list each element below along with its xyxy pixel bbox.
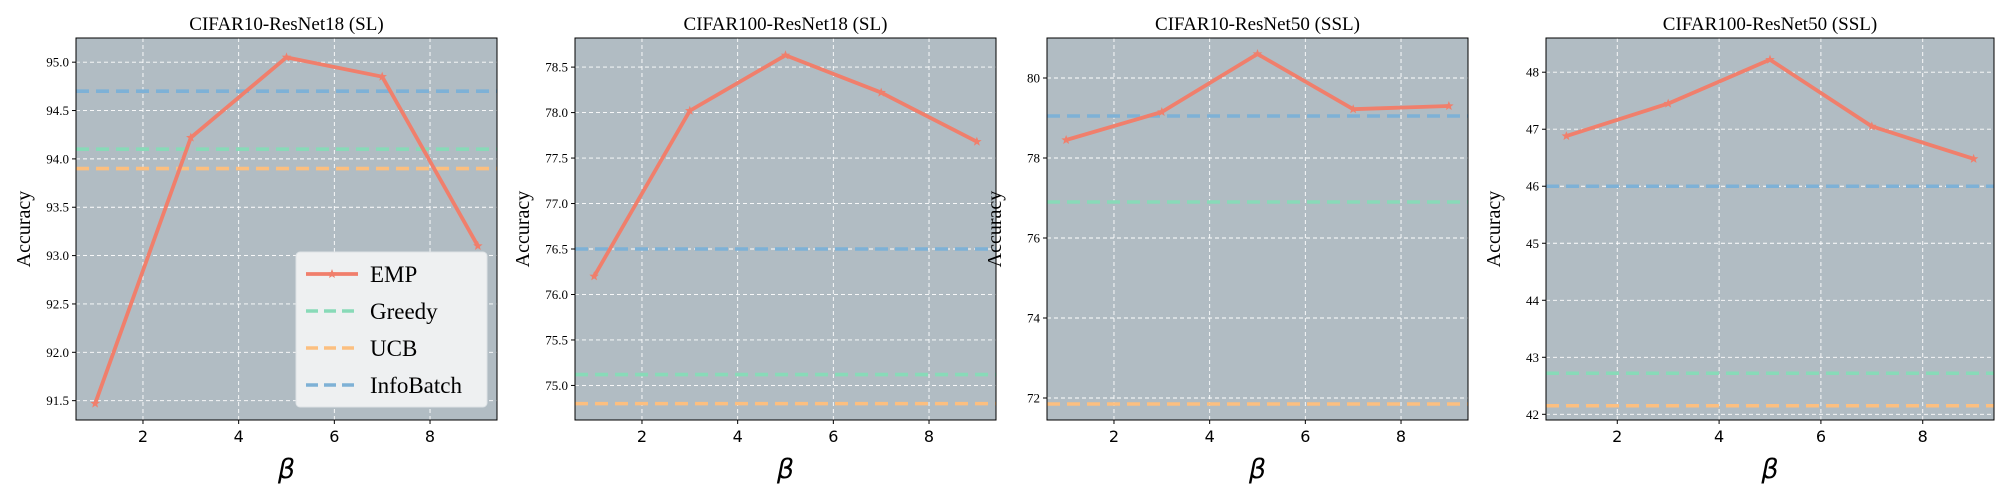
plot-frame bbox=[75, 37, 498, 421]
y-tick-label: 94.0 bbox=[46, 151, 69, 166]
y-tick-label: 77.0 bbox=[545, 196, 568, 211]
x-tick-label: 8 bbox=[1918, 427, 1928, 446]
y-tick-label: 72 bbox=[1027, 391, 1040, 406]
x-tick-label: 2 bbox=[138, 427, 148, 446]
x-tick-label: 6 bbox=[828, 427, 838, 446]
y-tick-label: 92.0 bbox=[46, 345, 69, 360]
legend-label-infobatch: InfoBatch bbox=[370, 373, 462, 398]
y-tick-label: 44 bbox=[1526, 293, 1540, 308]
data-point-emp bbox=[1765, 54, 1775, 64]
x-tick-label: 6 bbox=[1816, 427, 1826, 446]
data-point-emp bbox=[90, 398, 100, 408]
legend-label-emp: EMP bbox=[370, 262, 417, 287]
chart-title: CIFAR10-ResNet18 (SL) bbox=[189, 14, 383, 35]
data-point-emp bbox=[473, 240, 483, 250]
data-point-emp bbox=[281, 52, 292, 62]
data-point-emp bbox=[1444, 101, 1454, 111]
data-point-emp bbox=[876, 87, 886, 97]
y-axis-label: Accuracy bbox=[512, 191, 534, 268]
x-tick-label: 8 bbox=[924, 427, 934, 446]
data-point-emp bbox=[1561, 131, 1572, 141]
x-tick-label: 4 bbox=[1714, 427, 1724, 446]
plot-frame bbox=[574, 37, 997, 421]
x-axis-label: β bbox=[1248, 454, 1266, 485]
x-tick-label: 2 bbox=[1109, 427, 1119, 446]
y-tick-label: 46 bbox=[1526, 179, 1540, 194]
y-tick-label: 76.5 bbox=[545, 242, 568, 257]
chart-title: CIFAR100-ResNet50 (SSL) bbox=[1663, 14, 1877, 35]
data-point-emp bbox=[589, 271, 599, 281]
y-tick-label: 92.5 bbox=[46, 296, 69, 311]
legend-label-greedy: Greedy bbox=[370, 299, 438, 324]
data-point-emp bbox=[1061, 135, 1071, 145]
y-axis-label: Accuracy bbox=[984, 191, 1006, 268]
y-tick-label: 94.5 bbox=[46, 103, 69, 118]
y-tick-label: 78.0 bbox=[545, 105, 568, 120]
y-tick-label: 93.5 bbox=[46, 200, 69, 215]
plot-background bbox=[1546, 38, 1994, 420]
plot-background bbox=[1047, 38, 1468, 420]
x-tick-label: 8 bbox=[1396, 427, 1406, 446]
legend-label-ucb: UCB bbox=[370, 336, 417, 361]
chart-title: CIFAR100-ResNet18 (SL) bbox=[684, 14, 888, 35]
x-tick-label: 2 bbox=[1612, 427, 1622, 446]
y-tick-label: 74 bbox=[1027, 311, 1041, 326]
y-tick-label: 95.0 bbox=[46, 55, 69, 70]
plot-frame bbox=[1545, 37, 1995, 421]
data-point-emp bbox=[1663, 98, 1673, 108]
plot-background bbox=[575, 38, 996, 420]
y-tick-label: 42 bbox=[1526, 407, 1539, 422]
y-tick-label: 91.5 bbox=[46, 393, 69, 408]
x-tick-label: 6 bbox=[1300, 427, 1310, 446]
y-tick-label: 47 bbox=[1526, 122, 1540, 137]
y-tick-label: 75.0 bbox=[545, 378, 568, 393]
y-axis-label: Accuracy bbox=[13, 191, 35, 268]
data-point-emp bbox=[1157, 107, 1167, 117]
y-tick-label: 76.0 bbox=[545, 287, 568, 302]
y-tick-label: 76 bbox=[1027, 231, 1041, 246]
y-tick-label: 93.0 bbox=[46, 248, 69, 263]
data-point-emp bbox=[377, 71, 387, 81]
data-point-emp bbox=[1867, 121, 1877, 131]
y-tick-label: 45 bbox=[1526, 236, 1539, 251]
chart-panel-1: 2 4 6 8 91.5 92.0 92.5 93.0 93.5 94.0 94.5 95.0 CIFA… bbox=[13, 14, 498, 485]
chart-panel-3: 2 4 6 8 72 74 76 78 80 CIFAR10-ResNet50 (SSL) β Acc… bbox=[984, 14, 1469, 485]
data-point-emp bbox=[1252, 49, 1263, 59]
x-axis-label: β bbox=[277, 454, 295, 485]
x-tick-label: 4 bbox=[1205, 427, 1215, 446]
data-point-emp bbox=[186, 132, 196, 142]
data-point-emp bbox=[972, 136, 982, 146]
data-point-emp bbox=[1968, 153, 1979, 163]
x-tick-label: 2 bbox=[637, 427, 647, 446]
y-tick-label: 80 bbox=[1027, 71, 1040, 86]
legend-box bbox=[295, 251, 488, 408]
x-tick-label: 6 bbox=[329, 427, 339, 446]
x-tick-label: 4 bbox=[733, 427, 743, 446]
data-point-emp bbox=[685, 105, 695, 115]
data-point-emp bbox=[1348, 104, 1358, 114]
chart-title: CIFAR10-ResNet50 (SSL) bbox=[1155, 14, 1360, 35]
legend: EMP Greedy UCB InfoBatch bbox=[295, 251, 488, 408]
x-tick-label: 4 bbox=[234, 427, 244, 446]
x-axis-label: β bbox=[1760, 454, 1778, 485]
chart-panel-2: 2 4 6 8 75.0 75.5 76.0 76.5 77.0 77.5 78.0 78.5 CIFA… bbox=[512, 14, 997, 485]
legend-marker-emp bbox=[327, 269, 337, 279]
x-axis-label: β bbox=[776, 454, 794, 485]
y-axis-label: Accuracy bbox=[1483, 191, 1505, 268]
data-point-emp bbox=[780, 50, 791, 60]
y-tick-label: 78.5 bbox=[545, 60, 568, 75]
plot-frame bbox=[1046, 37, 1469, 421]
y-tick-label: 77.5 bbox=[545, 151, 568, 166]
x-tick-label: 8 bbox=[425, 427, 435, 446]
y-tick-label: 75.5 bbox=[545, 332, 568, 347]
y-tick-label: 78 bbox=[1027, 151, 1040, 166]
y-tick-label: 43 bbox=[1526, 350, 1539, 365]
y-tick-label: 48 bbox=[1526, 65, 1539, 80]
